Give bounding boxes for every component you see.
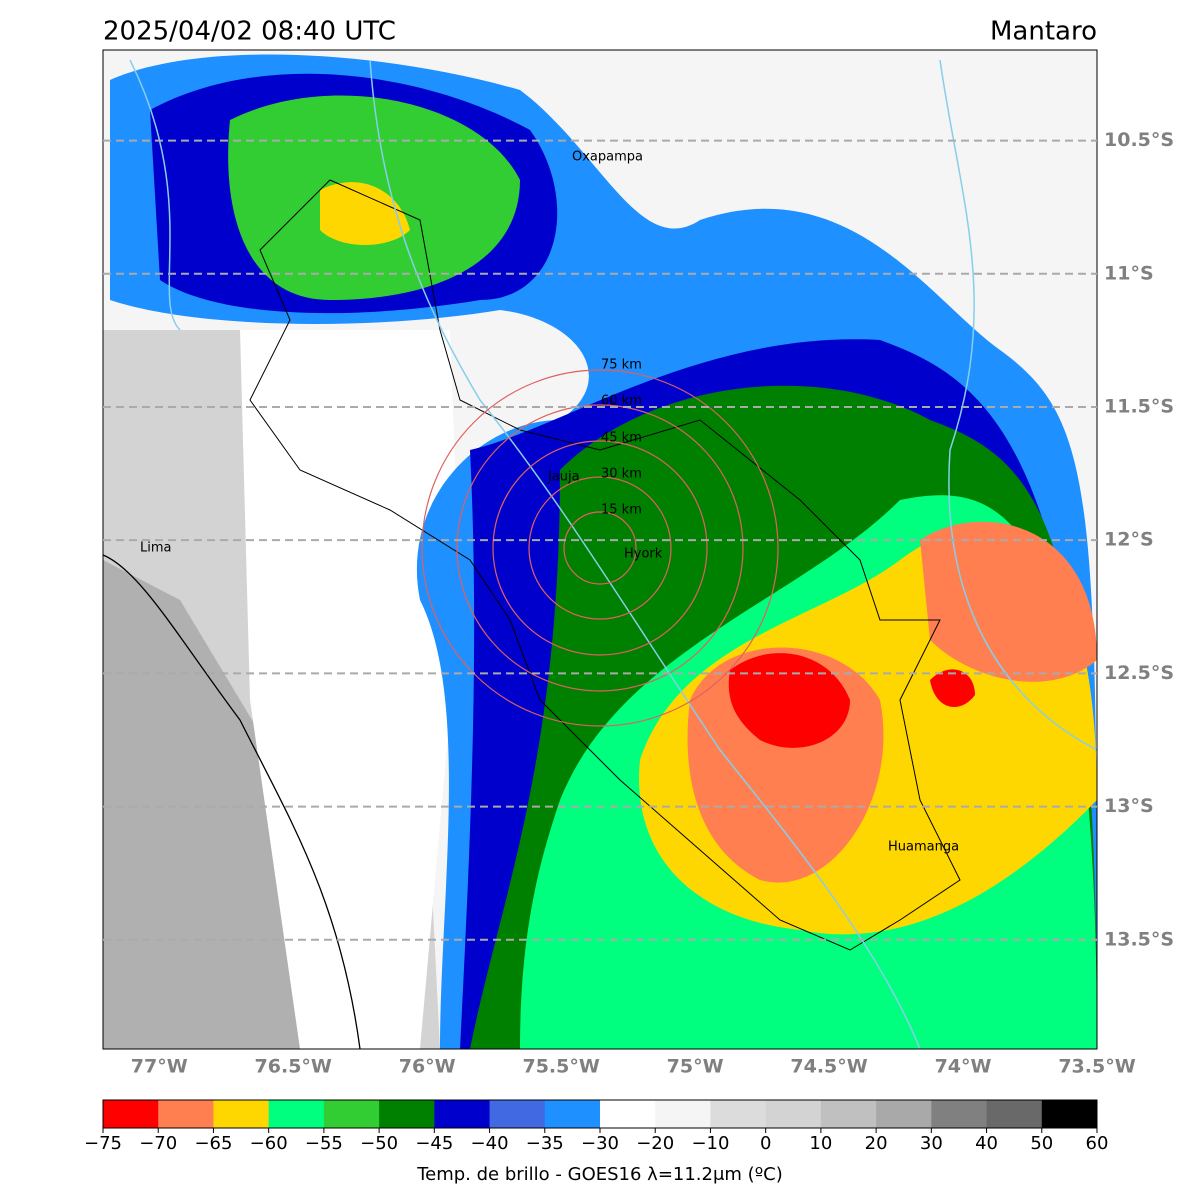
lon-label: 73.5°W <box>1058 1056 1135 1078</box>
colorbar-tick-label: −65 <box>194 1133 232 1154</box>
colorbar-swatch <box>489 1100 546 1128</box>
imagery <box>103 50 1097 1049</box>
map-frame <box>102 49 1098 1050</box>
colorbar-swatch <box>544 1100 601 1128</box>
colorbar-tick-label: −10 <box>691 1133 729 1154</box>
colorbar-swatch <box>931 1100 988 1128</box>
place-label: Hyork <box>624 547 663 562</box>
lon-label: 77°W <box>131 1056 188 1078</box>
colorbar-tick-label: −70 <box>139 1133 177 1154</box>
colorbar-swatch <box>379 1100 435 1128</box>
ring-label: 15 km <box>601 503 642 518</box>
lat-label: 13.5°S <box>1104 928 1174 950</box>
colorbar-swatch <box>158 1100 214 1128</box>
colorbar-swatch <box>1041 1100 1098 1128</box>
colorbar-swatch <box>213 1100 270 1128</box>
colorbar-swatch <box>710 1100 767 1128</box>
range-rings <box>421 369 779 727</box>
place-label: Jauja <box>547 470 580 485</box>
colorbar-tick-label: 0 <box>760 1133 771 1154</box>
place-label: Huamanga <box>888 840 959 855</box>
colorbar-tick-label: −35 <box>526 1133 564 1154</box>
colorbar-tick-label: −60 <box>250 1133 288 1154</box>
lat-label: 12°S <box>1104 529 1154 551</box>
lat-label: 12.5°S <box>1104 662 1174 684</box>
colorbar-tick-label: −30 <box>581 1133 619 1154</box>
colorbar-swatch <box>876 1100 932 1128</box>
colorbar-tick-label: 40 <box>975 1133 998 1154</box>
lat-label: 13°S <box>1104 795 1154 817</box>
lat-label: 11.5°S <box>1104 395 1174 417</box>
colorbar-swatch <box>765 1100 822 1128</box>
colorbar-swatch <box>655 1100 711 1128</box>
ring-label: 30 km <box>601 467 642 482</box>
colorbar-swatch <box>103 1100 159 1128</box>
ring-label: 60 km <box>601 394 642 409</box>
place-label: Lima <box>140 541 171 556</box>
colorbar-swatch <box>268 1100 325 1128</box>
colorbar-tick-label: 20 <box>865 1133 888 1154</box>
ring-label: 75 km <box>601 358 642 373</box>
region-title: Mantaro <box>990 17 1097 47</box>
place-label: Oxapampa <box>572 150 643 165</box>
colorbar-tick-label: −75 <box>84 1133 122 1154</box>
colorbar-tick-label: 50 <box>1030 1133 1053 1154</box>
colorbar-tick-label: 60 <box>1086 1133 1109 1154</box>
lon-label: 74°W <box>935 1056 992 1078</box>
colorbar-swatch <box>434 1100 491 1128</box>
lon-label: 76°W <box>399 1056 456 1078</box>
colorbar-tick-label: 30 <box>920 1133 943 1154</box>
colorbar-tick-label: −50 <box>360 1133 398 1154</box>
colorbar-tick-label: −40 <box>471 1133 509 1154</box>
lon-label: 74.5°W <box>790 1056 867 1078</box>
colorbar-label: Temp. de brillo - GOES16 λ=11.2μm (ºC) <box>416 1164 783 1185</box>
ring-label: 45 km <box>601 431 642 446</box>
title: 2025/04/02 08:40 UTC <box>103 17 396 47</box>
lon-label: 75.5°W <box>522 1056 599 1078</box>
colorbar-tick-label: −20 <box>636 1133 674 1154</box>
colorbar-swatch <box>323 1100 380 1128</box>
lon-label: 75°W <box>667 1056 724 1078</box>
colorbar-tick-label: 10 <box>809 1133 832 1154</box>
colorbar-swatch <box>820 1100 877 1128</box>
lat-label: 10.5°S <box>1104 129 1174 151</box>
lat-label: 11°S <box>1104 262 1154 284</box>
lon-label: 76.5°W <box>255 1056 332 1078</box>
colorbar-swatch <box>600 1100 656 1128</box>
colorbar-tick-label: −45 <box>415 1133 453 1154</box>
colorbar-tick-label: −55 <box>305 1133 343 1154</box>
colorbar-swatch <box>986 1100 1043 1128</box>
